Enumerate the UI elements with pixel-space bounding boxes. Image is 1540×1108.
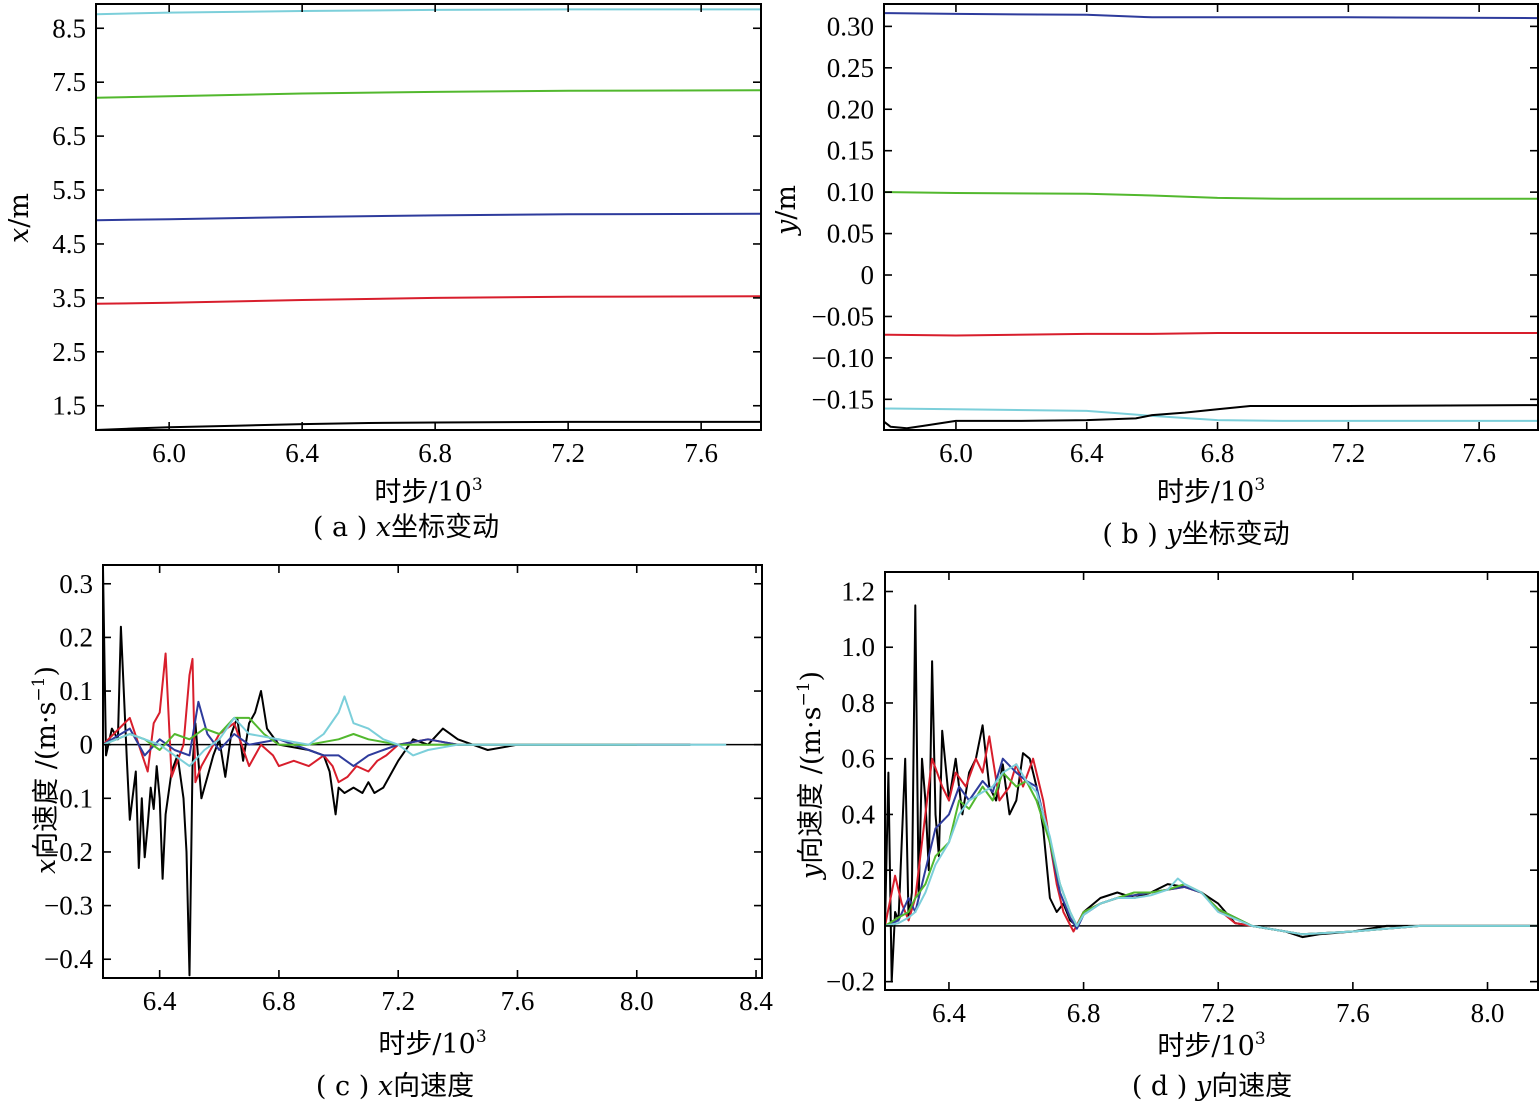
- y-tick-label: 0.2: [59, 622, 93, 652]
- y-tick-label: 4.5: [52, 229, 86, 259]
- series-line-c-red: [103, 652, 637, 784]
- x-tick-label: 6.4: [285, 438, 319, 468]
- x-axis-label: 时步/103: [1157, 475, 1265, 508]
- x-tick-label: 6.4: [1070, 438, 1104, 468]
- y-tick-label: −0.4: [44, 944, 93, 974]
- panel-caption: ( c ) x向速度: [316, 1071, 474, 1102]
- y-tick-label: −0.1: [44, 783, 93, 813]
- x-axis-label: 时步/103: [1157, 1029, 1265, 1062]
- y-axis-label: x向速度 /(m·s−1): [29, 666, 62, 874]
- y-tick-label: 0.6: [841, 744, 875, 774]
- y-tick-label: −0.2: [44, 837, 93, 867]
- x-tick-label: 6.8: [418, 438, 452, 468]
- series-line-a-blue: [96, 212, 761, 222]
- x-tick-label: 7.2: [551, 438, 585, 468]
- y-tick-label: 0.20: [827, 94, 874, 124]
- x-tick-label: 7.6: [1462, 438, 1496, 468]
- y-tick-label: −0.15: [812, 384, 874, 414]
- y-tick-label: 0.30: [827, 11, 874, 41]
- series-line-a-green: [96, 89, 761, 99]
- x-tick-label: 6.0: [152, 438, 186, 468]
- series-line-c-blue: [103, 700, 637, 768]
- plot-frame: [102, 564, 763, 979]
- series-line-a-black: [96, 420, 761, 430]
- y-tick-label: 0: [80, 730, 94, 760]
- x-tick-label: 7.2: [381, 986, 415, 1016]
- y-tick-label: 8.5: [52, 13, 86, 43]
- series-line-b-blue: [884, 12, 1538, 20]
- y-tick-label: 2.5: [52, 337, 86, 367]
- x-tick-label: 8.0: [1471, 998, 1505, 1028]
- series-line-c-cyan: [103, 695, 727, 768]
- series-line-a-red: [96, 295, 761, 305]
- y-tick-label: 1.0: [841, 632, 875, 662]
- x-axis-label: 时步/103: [374, 475, 482, 508]
- x-tick-label: 7.2: [1201, 998, 1235, 1028]
- y-tick-label: 0.15: [827, 136, 874, 166]
- panel-caption: ( a ) x坐标变动: [313, 512, 499, 543]
- y-tick-label: 0.8: [841, 688, 875, 718]
- y-tick-label: 7.5: [52, 67, 86, 97]
- plot-frame: [884, 571, 1539, 991]
- y-tick-label: 0.25: [827, 53, 874, 83]
- y-tick-label: 5.5: [52, 175, 86, 205]
- series-line-a-cyan: [96, 8, 761, 16]
- y-tick-label: 0: [862, 911, 876, 941]
- plot-frame: [95, 3, 762, 431]
- x-tick-label: 6.8: [262, 986, 296, 1016]
- y-tick-label: 1.5: [52, 391, 86, 421]
- panel-caption: ( d ) y向速度: [1132, 1071, 1292, 1102]
- y-tick-label: 0.2: [841, 855, 875, 885]
- x-tick-label: 8.4: [739, 986, 773, 1016]
- series-line-c-black: [103, 567, 691, 977]
- y-tick-label: −0.05: [812, 301, 874, 331]
- panel-caption: ( b ) y坐标变动: [1102, 519, 1289, 550]
- panel-b: 0.30 0.25 0.20 0.15 0.10 0.05 0 −0.05 −0.10 −0.15…: [771, 3, 1539, 550]
- series-line-b-black: [884, 404, 1538, 430]
- x-tick-label: 6.4: [932, 998, 966, 1028]
- x-tick-label: 8.0: [620, 986, 654, 1016]
- series-line-d-blue: [885, 757, 1538, 936]
- x-tick-label: 6.4: [143, 986, 177, 1016]
- series-line-d-cyan: [885, 763, 1538, 936]
- y-tick-label: 0.1: [59, 676, 93, 706]
- y-tick-label: 1.2: [841, 577, 875, 607]
- x-axis-label: 时步/103: [378, 1027, 486, 1060]
- y-tick-label: 3.5: [52, 283, 86, 313]
- y-tick-label: 6.5: [52, 121, 86, 151]
- panel-a: 1.5 2.5 3.5 4.5 5.5 6.5 7.5 8.5 6.0 6.4 6.8 7.2 7.6 时…: [4, 3, 762, 543]
- x-tick-label: 7.2: [1331, 438, 1365, 468]
- y-tick-label: 0.05: [827, 219, 874, 249]
- series-line-b-red: [884, 332, 1538, 337]
- y-tick-label: 0: [861, 260, 875, 290]
- x-tick-label: 7.6: [684, 438, 718, 468]
- x-tick-label: 7.6: [1336, 998, 1370, 1028]
- panel-d: 1.2 1.0 0.8 0.6 0.4 0.2 0 −0.2 6.4 6.8 7.2 7.6 8.0 时步…: [794, 571, 1539, 1102]
- plot-frame: [883, 3, 1539, 431]
- x-tick-label: 6.8: [1067, 998, 1101, 1028]
- y-tick-label: 0.10: [827, 177, 874, 207]
- series-line-d-green: [885, 771, 1538, 936]
- y-tick-label: −0.10: [812, 343, 874, 373]
- y-tick-label: −0.3: [44, 891, 93, 921]
- x-tick-label: 6.8: [1201, 438, 1235, 468]
- y-tick-label: 0.3: [59, 569, 93, 599]
- y-tick-label: 0.4: [841, 799, 875, 829]
- series-line-c-green: [103, 716, 637, 751]
- x-tick-label: 7.6: [501, 986, 535, 1016]
- y-axis-label: y向速度 /(m·s−1): [794, 671, 827, 880]
- y-axis-label: x/m: [4, 193, 35, 243]
- y-tick-label: −0.2: [826, 967, 875, 997]
- series-line-b-green: [884, 191, 1538, 200]
- panel-c: 0.3 0.2 0.1 0 −0.1 −0.2 −0.3 −0.4 6.4 6.8 7.2 7.6 8.…: [29, 564, 773, 1102]
- y-axis-label: y/m: [771, 185, 802, 236]
- x-tick-label: 6.0: [939, 438, 973, 468]
